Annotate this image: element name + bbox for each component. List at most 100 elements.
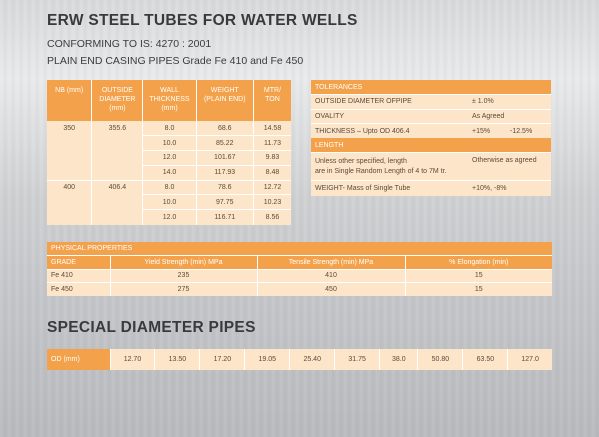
cell-od: 355.6 [91, 121, 143, 136]
table-row: Fe 450 275 450 15 [47, 282, 552, 296]
cell-mtr: 9.83 [252, 150, 291, 166]
header-yield: Yield Strength (min) MPa [109, 255, 257, 269]
pipe-dimension-table: NB (mm) OUTSIDE DIAMETER (mm) WALL THICK… [47, 80, 291, 225]
thickness-plus: +15% [468, 123, 506, 139]
page-title: ERW STEEL TUBES FOR WATER WELLS [47, 12, 358, 29]
cell-wall: 10.0 [142, 135, 197, 151]
cell-mtr: 11.73 [252, 135, 291, 151]
special-pipes-title: SPECIAL DIAMETER PIPES [47, 319, 256, 336]
header-od: OUTSIDE DIAMETER (mm) [91, 80, 143, 121]
cell-weight: 116.71 [195, 209, 254, 225]
thickness-label: THICKNESS – Upto OD 406.4 [311, 123, 468, 139]
cell-od [91, 135, 143, 151]
cell-mtr: 10.23 [252, 194, 291, 210]
cell-wall: 8.0 [142, 179, 197, 195]
list-item: OVALITY As Agreed [311, 108, 551, 124]
cell-od: 406.4 [91, 179, 143, 195]
tolerances-heading: TOLERANCES [311, 80, 551, 95]
physical-heading: PHYSICAL PROPERTIES [51, 245, 133, 252]
table-row: Fe 410 235 410 15 [47, 268, 552, 283]
cell-od [91, 165, 143, 181]
ovality-label: OVALITY [311, 108, 468, 124]
od-value: 50.80 [417, 349, 463, 370]
od-value: 19.05 [244, 349, 290, 370]
weight-tolerance-label: WEIGHT- Mass of Single Tube [311, 180, 468, 196]
cell-weight: 101.67 [195, 150, 254, 166]
cell-wall: 10.0 [142, 194, 197, 210]
od-tolerance-label: OUTSIDE DIAMETER OFPIPE [311, 94, 468, 110]
cell-grade: Fe 410 [47, 268, 110, 283]
cell-wall: 14.0 [142, 164, 197, 181]
cell-od [91, 194, 143, 210]
cell-nb [47, 165, 92, 180]
standard-subtitle: CONFORMING TO IS: 4270 : 2001 [47, 38, 212, 50]
cell-elongation: 15 [404, 268, 552, 283]
length-value: Otherwise as agreed [468, 152, 551, 181]
cell-od [91, 209, 143, 225]
ovality-value: As Agreed [468, 108, 551, 124]
physical-properties-table: PHYSICAL PROPERTIES GRADE Yield Strength… [47, 242, 552, 296]
list-item: Unless other specified, length are in Si… [311, 152, 551, 181]
special-diameter-table: OD (mm) 12.70 13.50 17.20 19.05 25.40 31… [47, 349, 552, 370]
physical-heading-row: PHYSICAL PROPERTIES [47, 242, 552, 256]
header-nb: NB (mm) [55, 87, 84, 94]
od-value: 25.40 [289, 349, 335, 370]
cell-wall: 12.0 [142, 150, 197, 166]
length-heading: LENGTH [311, 138, 551, 153]
cell-weight: 97.75 [195, 194, 254, 210]
od-label: OD (mm) [47, 349, 110, 370]
cell-mtr: 8.56 [252, 209, 291, 225]
table-row: OD (mm) 12.70 13.50 17.20 19.05 25.40 31… [47, 349, 552, 370]
table-row: 10.0 97.75 10.23 [47, 194, 291, 210]
tolerances-heading-row: TOLERANCES [311, 80, 551, 95]
table-row: 12.0 101.67 9.83 [47, 150, 291, 166]
cell-nb [47, 195, 92, 210]
table-row: 14.0 117.93 8.48 [47, 164, 291, 181]
header-weight: WEIGHT (PLAIN END) [195, 80, 254, 121]
table-row: 400 406.4 8.0 78.6 12.72 [47, 179, 291, 195]
cell-weight: 78.6 [195, 179, 254, 195]
cell-yield: 275 [109, 282, 257, 296]
cell-tensile: 450 [256, 282, 405, 296]
header-mtr: MTR/ TON [252, 80, 291, 121]
od-value: 31.75 [334, 349, 380, 370]
cell-grade: Fe 450 [47, 282, 110, 296]
cell-mtr: 14.58 [252, 121, 291, 136]
cell-nb: 350 [63, 124, 75, 132]
od-value: 127.0 [507, 349, 552, 370]
table-header-row: NB (mm) OUTSIDE DIAMETER (mm) WALL THICK… [47, 80, 291, 121]
od-tolerance-value: ± 1.0% [468, 94, 551, 110]
cell-elongation: 15 [404, 282, 552, 296]
od-value: 12.70 [109, 349, 155, 370]
cell-mtr: 12.72 [252, 179, 291, 195]
table-row: 12.0 116.71 8.56 [47, 209, 291, 225]
list-item: OUTSIDE DIAMETER OFPIPE ± 1.0% [311, 94, 551, 110]
thickness-minus: -12.5% [506, 123, 551, 139]
table-header-row: GRADE Yield Strength (min) MPa Tensile S… [47, 255, 552, 269]
length-text: Unless other specified, length are in Si… [311, 152, 468, 181]
list-item: THICKNESS – Upto OD 406.4 +15% -12.5% [311, 123, 551, 139]
grade-subtitle: PLAIN END CASING PIPES Grade Fe 410 and … [47, 55, 304, 67]
list-item: WEIGHT- Mass of Single Tube +10%, -8% [311, 180, 551, 196]
header-grade: GRADE [51, 258, 76, 266]
cell-wall: 8.0 [142, 121, 197, 136]
cell-od [91, 150, 143, 166]
cell-nb [47, 151, 92, 166]
cell-nb [47, 136, 92, 151]
cell-weight: 85.22 [195, 135, 254, 151]
cell-weight: 68.6 [195, 121, 254, 136]
tolerances-table: TOLERANCES OUTSIDE DIAMETER OFPIPE ± 1.0… [311, 80, 551, 196]
od-value: 17.20 [199, 349, 245, 370]
cell-nb [47, 210, 92, 225]
cell-wall: 12.0 [142, 209, 197, 225]
cell-yield: 235 [109, 268, 257, 283]
cell-mtr: 8.48 [252, 164, 291, 181]
od-value: 13.50 [154, 349, 200, 370]
table-row: 350 355.6 8.0 68.6 14.58 [47, 121, 291, 136]
header-wall: WALL THICKNESS (mm) [142, 80, 197, 121]
header-tensile: Tensile Strength (min) MPa [256, 255, 405, 269]
cell-tensile: 410 [256, 268, 405, 283]
weight-tolerance-value: +10%, -8% [468, 180, 551, 196]
cell-weight: 117.93 [195, 164, 254, 181]
od-value: 38.0 [379, 349, 418, 370]
